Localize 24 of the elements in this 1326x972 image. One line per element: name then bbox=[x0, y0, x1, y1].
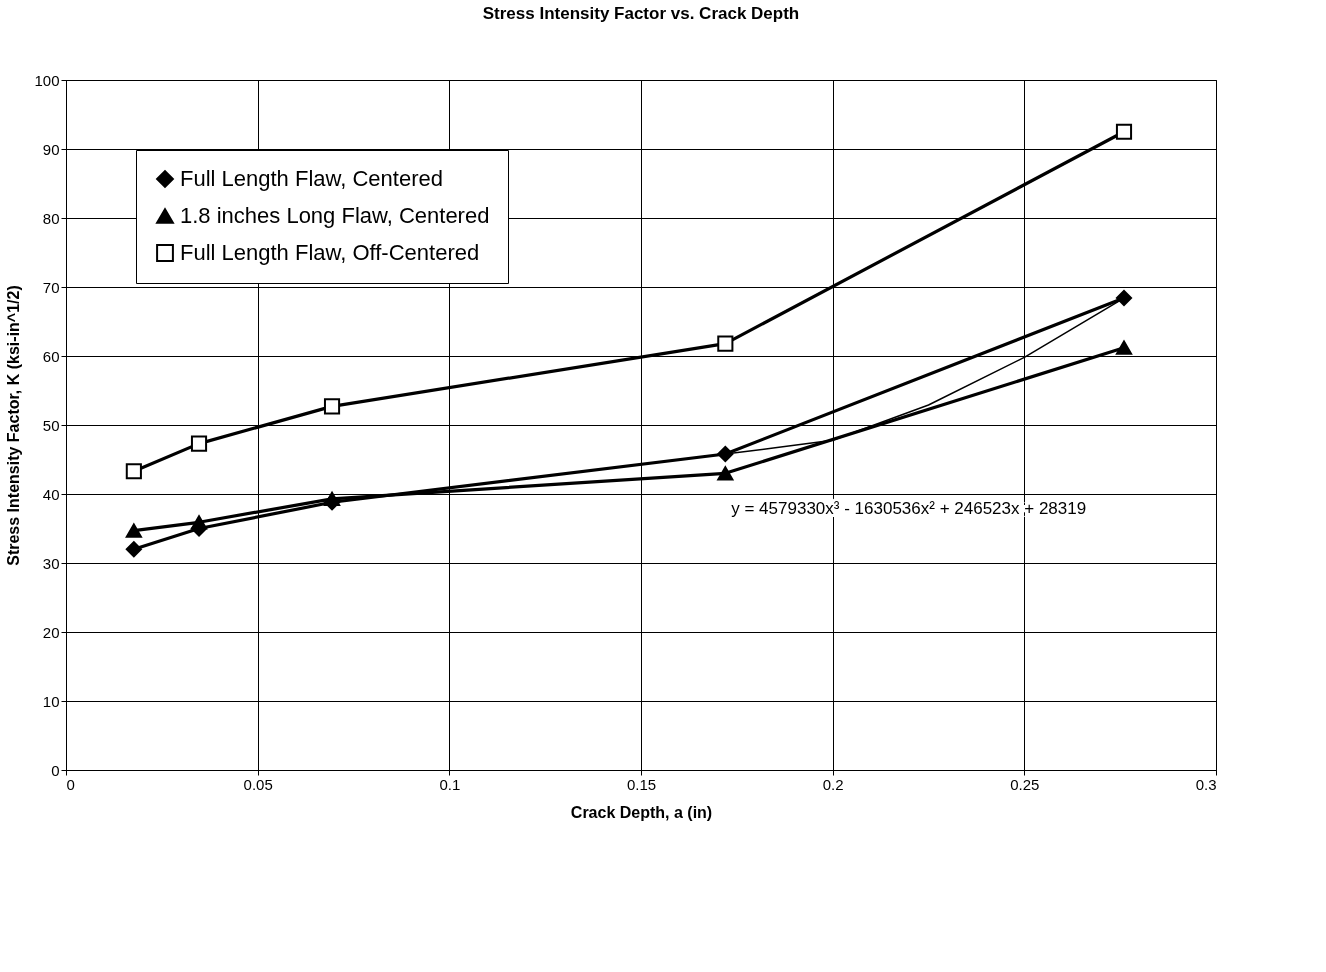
x-tick-label: 0 bbox=[66, 775, 75, 793]
y-tick-label: 80 bbox=[42, 209, 60, 227]
y-tick-label: 20 bbox=[42, 623, 60, 641]
y-tick-label: 10 bbox=[42, 692, 60, 710]
y-tick-label: 40 bbox=[42, 485, 60, 503]
y-tick-label: 0 bbox=[51, 761, 60, 779]
legend-label: 1.8 inches Long Flaw, Centered bbox=[180, 203, 490, 228]
x-tick-label: 0.05 bbox=[243, 775, 273, 793]
y-axis-title: Stress Intensity Factor, K (ksi-in^1/2) bbox=[5, 285, 23, 566]
x-tick-label: 0.1 bbox=[439, 775, 461, 793]
x-tick-label: 0.25 bbox=[1010, 775, 1040, 793]
y-tick-label: 50 bbox=[42, 416, 60, 434]
chart-title: Stress Intensity Factor vs. Crack Depth bbox=[482, 4, 800, 23]
y-tick-label: 70 bbox=[42, 278, 60, 296]
y-tick-label: 60 bbox=[42, 347, 60, 365]
x-axis-title: Crack Depth, a (in) bbox=[570, 803, 713, 821]
legend-label: Full Length Flaw, Centered bbox=[180, 166, 443, 191]
y-tick-label: 90 bbox=[42, 140, 60, 158]
x-tick-label: 0.15 bbox=[626, 775, 657, 793]
y-tick-label: 30 bbox=[42, 554, 60, 572]
x-tick-label: 0.3 bbox=[1195, 775, 1217, 793]
x-tick-label: 0.2 bbox=[822, 775, 844, 793]
y-tick-label: 100 bbox=[34, 71, 60, 89]
legend-label: Full Length Flaw, Off-Centered bbox=[180, 240, 480, 265]
